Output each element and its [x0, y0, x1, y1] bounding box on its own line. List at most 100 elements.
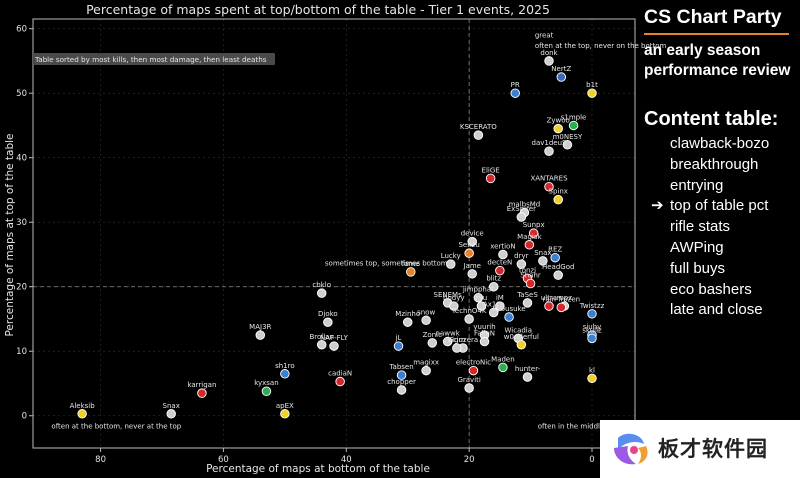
- y-axis-label: Percentage of maps at top of the table: [4, 133, 16, 336]
- content-table-item-label: eco bashers: [670, 280, 752, 298]
- point-label: PR: [511, 81, 520, 89]
- point-label: apEX: [276, 402, 294, 410]
- data-point: [323, 317, 333, 327]
- point-label: SENEMs: [434, 291, 463, 299]
- data-point: [335, 376, 345, 387]
- point-label: dav1deuS: [532, 139, 568, 147]
- data-point: [587, 373, 597, 384]
- data-point: [421, 365, 431, 376]
- point-label: yuurih: [473, 323, 495, 331]
- point-label: kl: [589, 366, 595, 374]
- data-point: [316, 340, 327, 350]
- content-table-item[interactable]: entrying: [651, 176, 769, 197]
- data-point: [464, 248, 474, 258]
- content-table-item-label: entrying: [670, 176, 724, 194]
- brand-underline: [644, 33, 789, 35]
- data-point: [485, 173, 496, 184]
- content-table-item-label: clawback-bozo: [670, 135, 770, 152]
- content-table-heading: Content table:: [644, 108, 779, 130]
- x-axis-label: Percentage of maps at bottom of the tabl…: [206, 463, 430, 475]
- point-label: chopper: [387, 378, 416, 386]
- quadrant-annotation: often at the bottom, never at the top: [51, 423, 181, 431]
- data-point: [553, 270, 563, 280]
- data-point: [587, 333, 597, 344]
- point-label: iM: [496, 294, 504, 302]
- x-tick-label: 0: [589, 455, 594, 465]
- data-point: [488, 281, 499, 292]
- sort-note-text: Table sorted by most kills, then most da…: [34, 55, 267, 64]
- point-label: xertioN: [490, 242, 515, 250]
- point-label: donk: [540, 49, 558, 57]
- data-point: [464, 383, 474, 393]
- y-tick-label: 0: [22, 412, 27, 422]
- data-point: [495, 265, 505, 276]
- plot-frame: [32, 18, 636, 449]
- data-point: [587, 88, 597, 98]
- data-point: [473, 130, 484, 140]
- x-tick-label: 20: [464, 455, 475, 465]
- quadrant-annotation: sometimes top, sometimes bottom: [325, 259, 448, 267]
- point-label: ultra: [541, 294, 557, 302]
- point-label: Graviti: [457, 376, 480, 384]
- data-point: [452, 343, 462, 353]
- data-point: [402, 317, 413, 327]
- point-label: Shahr: [520, 271, 541, 279]
- point-label: rain frozen: [542, 295, 580, 303]
- point-label: Twistzz: [579, 302, 605, 310]
- watermark-logo-icon: [614, 433, 648, 465]
- data-point: [473, 292, 484, 303]
- point-label: ExSpirer: [507, 205, 536, 213]
- point-label: fame: [402, 260, 420, 268]
- content-table-item[interactable]: late and close: [651, 300, 769, 321]
- point-labels: donkNertZb1tPRZywoos1mpleKSCERATOm0NESYd…: [70, 49, 605, 410]
- data-point: [280, 369, 290, 379]
- point-label: jimpphat: [462, 286, 494, 294]
- sidebar: CS Chart Party an early season performan…: [635, 0, 800, 478]
- data-point: [393, 341, 404, 351]
- point-label: Lucky: [441, 252, 461, 260]
- data-point: [488, 307, 499, 318]
- content-table-item-label: AWPing: [670, 238, 724, 256]
- data-point: [280, 409, 290, 419]
- point-label: s1mple: [561, 113, 587, 121]
- point-label: Snax: [163, 402, 180, 410]
- content-table-item[interactable]: eco bashers: [651, 280, 769, 301]
- sort-note-box: [33, 53, 275, 65]
- point-label: Wicadia: [505, 326, 533, 334]
- content-table-item[interactable]: rifle stats: [651, 217, 769, 238]
- point-label: cbklo: [312, 281, 331, 289]
- content-table-item[interactable]: ➔ top of table pct: [651, 196, 769, 217]
- point-label: Grim: [448, 336, 465, 344]
- point-label: KSCERATO: [460, 123, 497, 131]
- content-table-item-label: top of table pct: [670, 197, 769, 215]
- point-label: TechnO4K: [451, 307, 487, 315]
- point-label: Maden: [491, 355, 515, 363]
- data-point: [476, 301, 487, 311]
- point-label: Kyousuke: [493, 305, 526, 313]
- subtitle-line-2: performance review: [644, 62, 791, 79]
- point-label: Magisk: [517, 233, 542, 241]
- data-point: [516, 340, 527, 350]
- point-label: Sunpx: [523, 221, 545, 229]
- data-point: [525, 278, 536, 289]
- point-label: cadiaN: [328, 370, 352, 378]
- data-point: [544, 146, 554, 156]
- point-label: FalleN: [474, 330, 495, 338]
- data-point: [445, 259, 456, 269]
- data-point: [510, 88, 520, 98]
- x-tick-label: 80: [95, 455, 106, 465]
- x-tick-label: 60: [218, 455, 229, 465]
- data-point: [467, 236, 477, 247]
- point-label: Aleksib: [70, 402, 96, 410]
- data-point: [255, 330, 266, 340]
- point-label: electroNic: [456, 359, 491, 367]
- point-label: EliGE: [482, 166, 500, 174]
- content-table-item[interactable]: AWPing: [651, 238, 769, 259]
- content-table-item[interactable]: full buys: [651, 259, 769, 280]
- point-label: m0NESY: [553, 133, 583, 141]
- point-label: TaSeS: [516, 291, 538, 299]
- point-label: REZ: [548, 246, 562, 254]
- content-table-item[interactable]: clawback-bozo: [651, 134, 769, 155]
- content-table-item[interactable]: breakthrough: [651, 155, 769, 176]
